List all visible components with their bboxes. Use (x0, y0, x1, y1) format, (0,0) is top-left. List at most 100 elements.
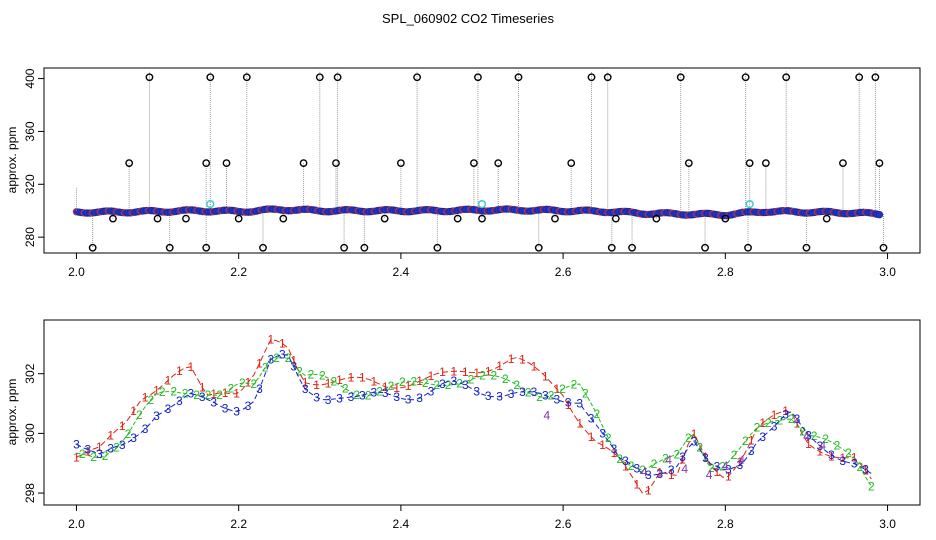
series-2-marker: 2 (719, 460, 726, 474)
flag-point (477, 199, 487, 209)
series-3-marker: 3 (165, 402, 172, 416)
series-1-marker: 1 (828, 449, 835, 463)
series-3-marker: 3 (817, 439, 824, 453)
series-2-marker: 2 (628, 459, 635, 473)
series-3-marker: 3 (611, 442, 618, 456)
series-2-marker: 2 (205, 388, 212, 402)
series-1-marker: 1 (348, 371, 355, 385)
series-1-marker: 1 (668, 468, 675, 482)
series-1-marker: 1 (736, 455, 743, 469)
plot-frame (43, 67, 921, 254)
x-tick-label: 2.4 (393, 265, 410, 279)
series-1-marker: 1 (290, 353, 297, 367)
outlier-point (744, 243, 752, 252)
series-3-marker: 3 (393, 390, 400, 404)
series-2-marker: 2 (296, 364, 303, 378)
series-2-marker: 2 (479, 369, 486, 383)
outlier-point (879, 243, 888, 252)
series-1-marker: 1 (302, 376, 309, 390)
series-1-marker: 1 (325, 377, 332, 391)
series-3-marker: 3 (142, 422, 149, 436)
series-2-marker: 2 (433, 378, 440, 392)
outlier-point (453, 214, 462, 223)
series-3-marker: 3 (119, 438, 126, 452)
outlier-point (88, 243, 97, 252)
plot-frame (43, 319, 921, 506)
series-3-marker: 3 (222, 401, 229, 415)
y-tick-label: 298 (23, 483, 37, 503)
y-axis-title: approx. ppm (5, 127, 19, 194)
series-1-marker: 1 (565, 398, 572, 412)
series-2-marker: 2 (754, 421, 761, 435)
series-2-marker: 2 (308, 368, 315, 382)
series-2-marker: 2 (502, 372, 509, 386)
series-1-marker: 1 (782, 404, 789, 418)
series-3-marker: 3 (634, 462, 641, 476)
figure-title: SPL_060902 CO2 Timeseries (382, 11, 554, 26)
series-1-marker: 1 (313, 378, 320, 392)
outlier-point (761, 159, 770, 168)
series-3-marker: 3 (725, 463, 732, 477)
series-3-marker: 3 (519, 385, 526, 399)
series-1-marker: 1 (542, 369, 549, 383)
series-1-marker: 1 (725, 469, 732, 483)
x-tick-label: 2.6 (555, 265, 572, 279)
outlier-point (684, 159, 693, 168)
outlier-point (340, 243, 349, 252)
outlier-point (534, 243, 543, 252)
series-3-marker: 3 (348, 390, 355, 404)
series-2-marker: 2 (776, 413, 783, 427)
series-1-marker: 1 (771, 408, 778, 422)
series-3-marker: 3 (382, 386, 389, 400)
series-3-marker: 3 (73, 437, 80, 451)
series-3-marker: 3 (428, 384, 435, 398)
series-3-marker: 3 (714, 459, 721, 473)
series-2-marker: 2 (868, 479, 875, 493)
series-4-marker: 4 (665, 453, 672, 467)
outlier-point (551, 214, 559, 223)
series-2-marker: 2 (147, 393, 154, 407)
x-tick-label: 2.2 (230, 517, 247, 531)
outlier-point (153, 214, 162, 223)
series-1-marker: 1 (119, 419, 126, 433)
series-1-marker: 1 (622, 459, 629, 473)
outlier-point (474, 73, 482, 82)
outlier-point (745, 159, 754, 168)
series-2-marker: 2 (651, 457, 658, 471)
outlier-point (871, 73, 880, 82)
series-2-marker: 2 (388, 379, 395, 393)
series-3-marker: 3 (233, 404, 240, 418)
series-3-marker: 3 (473, 384, 480, 398)
series-3-marker: 3 (622, 454, 629, 468)
series-2-marker: 2 (410, 374, 417, 388)
series-1-marker: 1 (336, 373, 343, 387)
series-2-marker: 2 (353, 388, 360, 402)
series-1-marker: 1 (462, 365, 469, 379)
series-2-marker: 2 (422, 376, 429, 390)
x-tick-label: 3.0 (879, 517, 896, 531)
series-3-marker: 3 (279, 348, 286, 362)
series-2-marker: 2 (319, 368, 326, 382)
series-3-marker: 3 (565, 396, 572, 410)
series-3-marker: 3 (691, 435, 698, 449)
series-1-marker: 1 (496, 359, 503, 373)
series-1-marker: 1 (759, 416, 766, 430)
series-3-marker: 3 (828, 448, 835, 462)
series-2-marker: 2 (445, 378, 452, 392)
series-2-marker: 2 (811, 429, 818, 443)
series-1-marker: 1 (451, 364, 458, 378)
series-2-marker: 2 (399, 375, 406, 389)
series-3-marker: 3 (851, 457, 858, 471)
series-2-marker: 2 (593, 407, 600, 421)
series-1-marker: 1 (634, 477, 641, 491)
outlier-point (802, 243, 811, 252)
series-1-marker: 1 (439, 365, 446, 379)
series-2-marker: 2 (696, 441, 703, 455)
series-3-marker: 3 (416, 391, 423, 405)
series-3-marker: 3 (85, 443, 92, 457)
series-1-marker: 1 (199, 381, 206, 395)
series-3-marker: 3 (508, 387, 515, 401)
series-2-marker: 2 (845, 446, 852, 460)
series-3-marker: 3 (656, 467, 663, 481)
